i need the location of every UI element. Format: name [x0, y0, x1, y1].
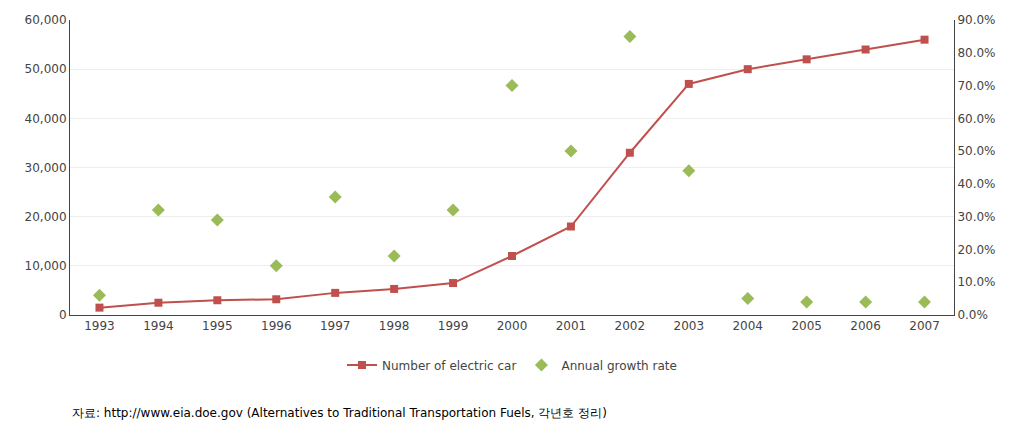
svg-text:1999: 1999	[438, 319, 469, 333]
svg-text:30,000: 30,000	[25, 161, 67, 175]
svg-text:10,000: 10,000	[25, 259, 67, 273]
svg-text:50,000: 50,000	[25, 62, 67, 76]
svg-text:60,000: 60,000	[25, 13, 67, 27]
svg-text:20.0%: 20.0%	[957, 243, 995, 257]
svg-text:90.0%: 90.0%	[957, 13, 995, 27]
svg-text:자료: http://www.eia.doe.gov (Al: 자료: http://www.eia.doe.gov (Alternatives…	[72, 406, 607, 420]
svg-text:20,000: 20,000	[25, 210, 67, 224]
svg-text:40,000: 40,000	[25, 112, 67, 126]
svg-text:2002: 2002	[615, 319, 646, 333]
svg-text:Annual growth rate: Annual growth rate	[561, 359, 676, 373]
svg-text:1993: 1993	[84, 319, 115, 333]
svg-text:Number of electric car: Number of electric car	[382, 359, 516, 373]
svg-text:2000: 2000	[497, 319, 528, 333]
svg-text:1995: 1995	[202, 319, 233, 333]
svg-text:1997: 1997	[320, 319, 351, 333]
svg-text:0.0%: 0.0%	[957, 308, 988, 322]
svg-text:2006: 2006	[850, 319, 881, 333]
svg-text:2007: 2007	[909, 319, 940, 333]
svg-text:2003: 2003	[674, 319, 705, 333]
svg-text:30.0%: 30.0%	[957, 210, 995, 224]
svg-text:70.0%: 70.0%	[957, 79, 995, 93]
svg-text:1994: 1994	[143, 319, 174, 333]
svg-text:1996: 1996	[261, 319, 292, 333]
svg-text:50.0%: 50.0%	[957, 144, 995, 158]
svg-text:2004: 2004	[732, 319, 763, 333]
svg-text:0: 0	[59, 308, 67, 322]
svg-text:2001: 2001	[556, 319, 587, 333]
svg-text:10.0%: 10.0%	[957, 275, 995, 289]
svg-text:40.0%: 40.0%	[957, 177, 995, 191]
svg-text:1998: 1998	[379, 319, 410, 333]
svg-text:80.0%: 80.0%	[957, 46, 995, 60]
svg-text:60.0%: 60.0%	[957, 112, 995, 126]
svg-text:2005: 2005	[791, 319, 822, 333]
